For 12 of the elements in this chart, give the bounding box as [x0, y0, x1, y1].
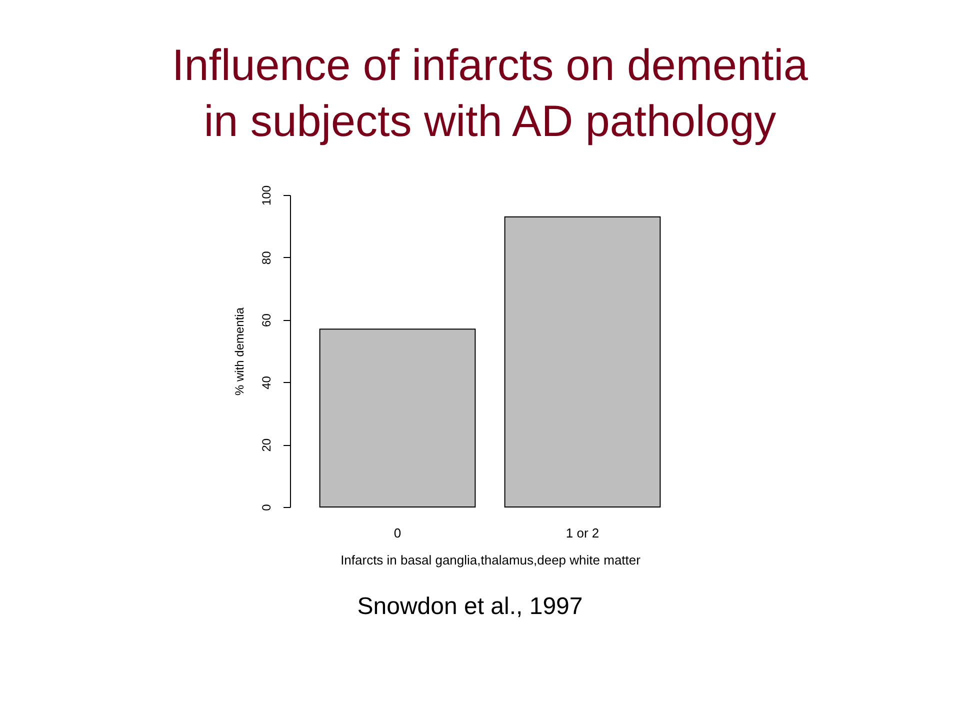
y-tick-label: 80 [260, 250, 274, 265]
y-tick-label: 20 [260, 438, 274, 452]
y-tick-label: 40 [260, 376, 274, 390]
text: Influence of infarcts on dementia [172, 40, 808, 90]
y-tick-label: 100 [260, 185, 274, 206]
y-axis-title: % with dementia [232, 307, 246, 396]
text: in subjects with AD pathology [204, 96, 776, 146]
text: Snowdon et al., 1997 [357, 593, 583, 620]
x-axis-title: Infarcts in basal ganglia,thalamus,deep white matter [340, 552, 642, 568]
x-tick-label: 1 or 2 [566, 526, 600, 540]
y-tick-label: 0 [260, 504, 274, 511]
y-tick-label: 60 [260, 313, 274, 327]
